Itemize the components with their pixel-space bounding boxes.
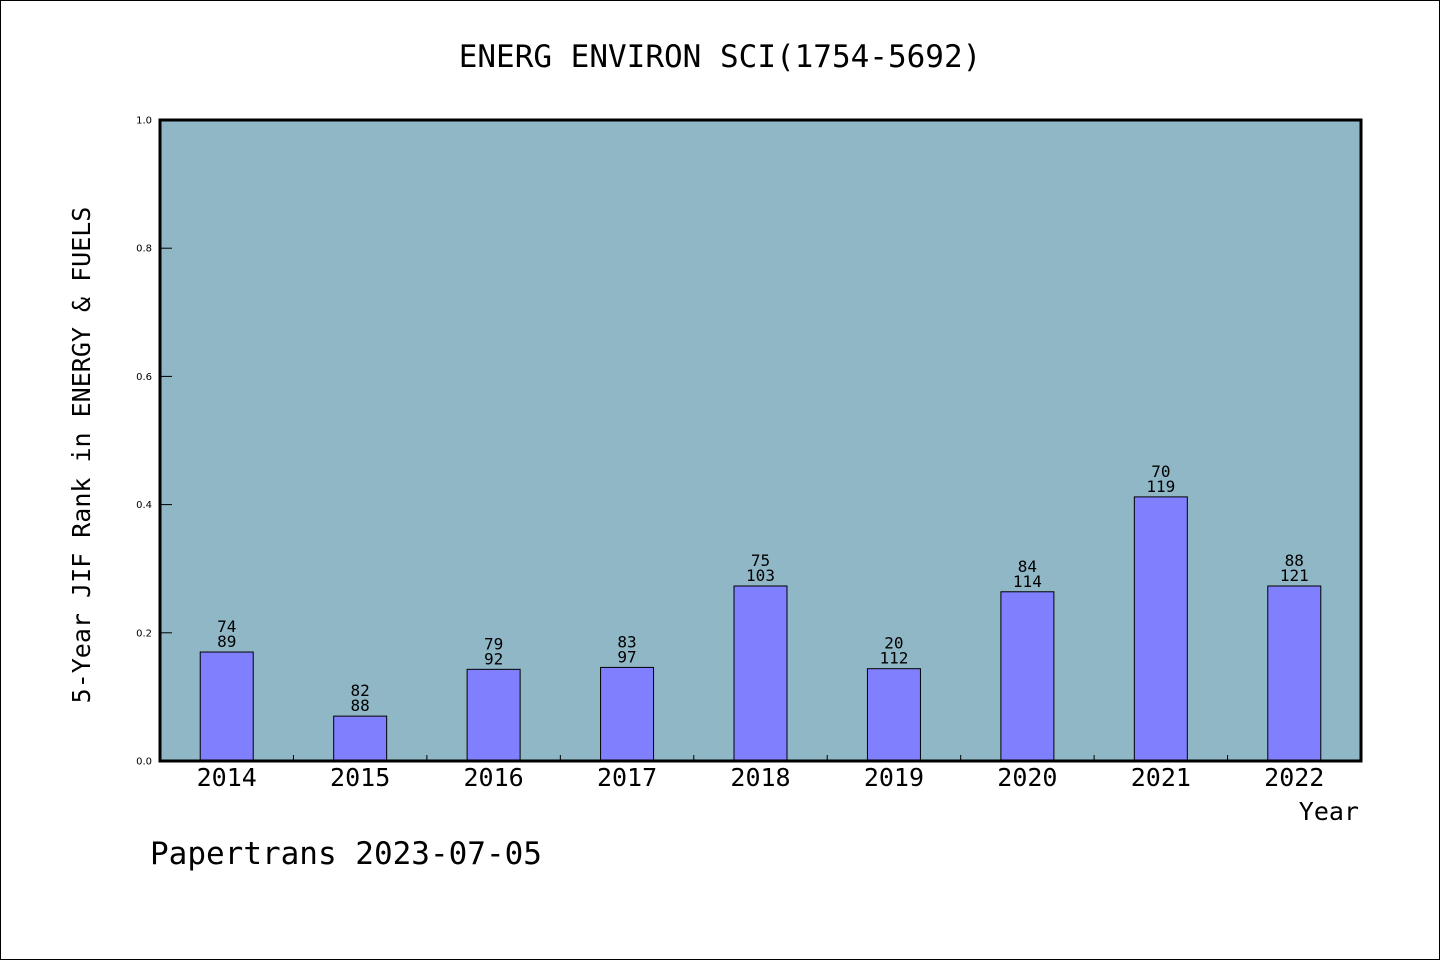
x-tick-label: 2021 [1131,763,1191,792]
bar-label-top: 75 [751,551,770,570]
bar-2014 [199,651,254,762]
bar-label-top: 20 [884,634,903,653]
bar-2022 [1267,585,1322,762]
chart-title: ENERG ENVIRON SCI(1754-5692) [459,39,982,75]
bar-label-bottom: 114 [1013,572,1042,591]
bar-label-bottom: 103 [746,566,775,585]
x-tick-label: 2018 [730,763,790,792]
y-tick-label: 1.0 [136,116,152,127]
bars [199,496,1322,762]
x-tick-label: 2014 [197,763,257,792]
x-tick-label: 2019 [864,763,924,792]
bar-2017 [600,666,655,762]
y-tick-label: 0.4 [136,500,152,511]
bar-label-top: 70 [1151,462,1170,481]
x-axis-label: Year [1299,797,1359,826]
bar-2021 [1133,496,1188,762]
bar-label-top: 82 [351,681,370,700]
bar-label-bottom: 88 [351,696,370,715]
bar-label-top: 79 [484,634,503,653]
bar-label-bottom: 89 [217,632,236,651]
bar-2016 [466,668,521,762]
plot-border [158,118,1363,763]
bar-2020 [1000,591,1055,762]
bar-label-bottom: 121 [1280,566,1309,585]
y-axis-ticks: 0.0 0.2 0.4 0.6 0.8 1.0 [136,116,172,768]
x-tick-label: 2015 [330,763,390,792]
bar-label-top: 88 [1285,551,1304,570]
x-tick-label: 2020 [997,763,1057,792]
x-tick-label: 2016 [464,763,524,792]
bar-label-top: 74 [217,617,236,636]
bar-labels: 7489828879928397751032011284114701198812… [217,462,1309,715]
x-tick-label: 2022 [1264,763,1324,792]
footer-stamp: Papertrans 2023-07-05 [150,836,542,872]
bar-label-bottom: 92 [484,649,503,668]
bar-label-bottom: 97 [617,647,636,666]
y-tick-label: 0.2 [136,628,152,639]
bar-2018 [733,585,788,762]
y-tick-label: 0.8 [136,244,152,255]
x-axis-ticks: 2014 2015 2016 2017 2018 2019 2020 2021 2022 [197,755,1324,792]
y-tick-label: 0.6 [136,372,152,383]
bar-label-top: 84 [1018,557,1037,576]
y-tick-label: 0.0 [136,757,152,768]
bar-2015 [333,715,388,762]
bar-label-bottom: 112 [879,649,908,668]
bar-label-bottom: 119 [1146,477,1175,496]
x-tick-label: 2017 [597,763,657,792]
bar-label-top: 83 [617,632,636,651]
bar-2019 [866,668,921,762]
y-axis-label: 5-Year JIF Rank in ENERGY & FUELS [67,207,96,704]
